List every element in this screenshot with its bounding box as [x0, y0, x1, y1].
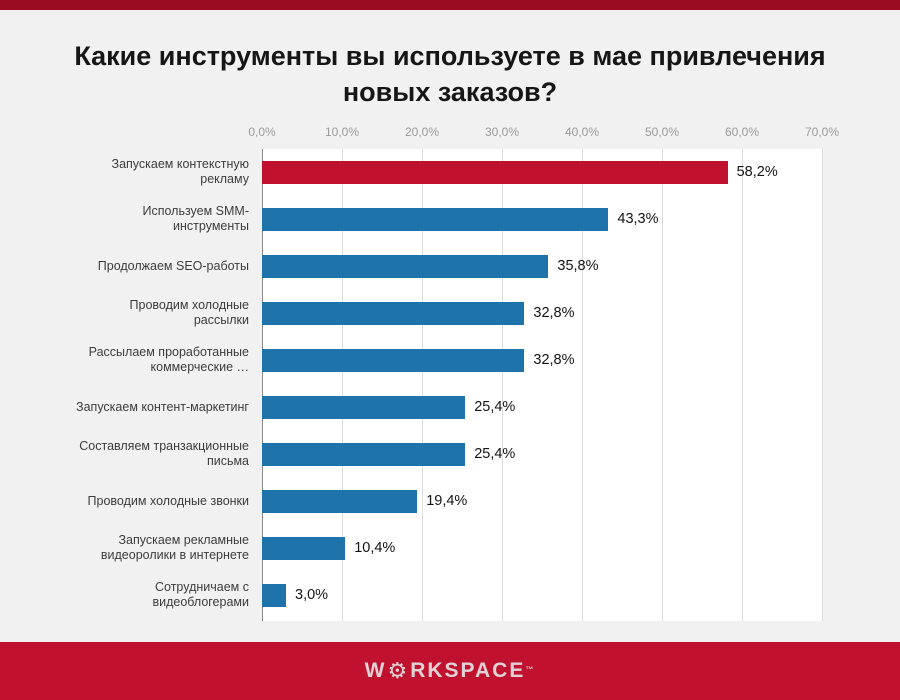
value-label: 10,4%: [354, 540, 396, 557]
footer: W ⚙ RKSPACE ™: [0, 642, 900, 700]
x-axis-tick: 50,0%: [644, 124, 680, 139]
gridline: [422, 148, 423, 621]
bar-row: Рассылаем проработанные коммерческие … 32…: [72, 337, 822, 384]
category-label: Проводим холодные рассылки: [129, 297, 249, 328]
gridline: [662, 148, 663, 621]
bar-row: Сотрудничаем с видеоблогерами 3,0%: [72, 572, 822, 619]
category-label: Продолжаем SEO-работы: [97, 258, 249, 273]
value-label: 58,2%: [736, 164, 778, 181]
bar-track: 25,4%: [262, 384, 822, 431]
category-label: Сотрудничаем с видеоблогерами: [152, 579, 249, 610]
bar-row: Запускаем рекламные видеоролики в интерн…: [72, 525, 822, 572]
bar: [262, 207, 609, 231]
gridline: [742, 148, 743, 621]
value-label: 32,8%: [533, 305, 575, 322]
gridline: [822, 148, 823, 621]
bar: [262, 301, 525, 325]
value-label: 43,3%: [617, 211, 659, 228]
logo-text-suffix: RKSPACE: [410, 659, 526, 682]
bar-row: Составляем транзакционные письма 25,4%: [72, 431, 822, 478]
category-label: Используем SMM-инструменты: [142, 203, 249, 234]
gridline: [502, 148, 503, 621]
bar-track: 32,8%: [262, 337, 822, 384]
category-label: Составляем транзакционные письма: [79, 438, 249, 469]
value-label: 19,4%: [426, 493, 468, 510]
gridline: [582, 148, 583, 621]
x-axis-tick: 60,0%: [724, 124, 760, 139]
value-label: 25,4%: [474, 399, 516, 416]
category-label: Проводим холодные звонки: [87, 493, 249, 508]
bar-track: 32,8%: [262, 290, 822, 337]
x-axis-tick: 0,0%: [248, 124, 276, 139]
category-label: Запускаем контент-маркетинг: [76, 399, 249, 414]
logo-text-prefix: W: [364, 659, 387, 682]
bar-row: Запускаем контент-маркетинг 25,4%: [72, 384, 822, 431]
x-axis-tick: 10,0%: [324, 124, 360, 139]
trademark: ™: [525, 665, 536, 674]
bar-track: 25,4%: [262, 431, 822, 478]
bar-track: 19,4%: [262, 478, 822, 525]
x-axis-tick: 70,0%: [804, 124, 840, 139]
bar-track: 3,0%: [262, 572, 822, 619]
chart-rows: Запускаем контекстную рекламу 58,2% Исполь…: [72, 149, 822, 619]
bar: [262, 489, 418, 513]
bar-row: Проводим холодные рассылки 32,8%: [72, 290, 822, 337]
bar-row: Проводим холодные звонки 19,4%: [72, 478, 822, 525]
bar: [262, 395, 466, 419]
category-label: Рассылаем проработанные коммерческие …: [88, 344, 249, 375]
bar: [262, 583, 286, 607]
bar: [262, 536, 346, 560]
bar: [262, 348, 525, 372]
bar-track: 43,3%: [262, 196, 822, 243]
gridline: [342, 148, 343, 621]
value-label: 25,4%: [474, 446, 516, 463]
bar: [262, 442, 466, 466]
bar: [262, 254, 549, 278]
value-label: 3,0%: [295, 587, 329, 604]
bar-row: Продолжаем SEO-работы 35,8%: [72, 243, 822, 290]
bar-track: 10,4%: [262, 525, 822, 572]
category-label: Запускаем контекстную рекламу: [111, 156, 249, 187]
x-axis-tick: 40,0%: [564, 124, 600, 139]
bar: [262, 160, 728, 184]
x-axis-tick: 30,0%: [484, 124, 520, 139]
bar-row: Запускаем контекстную рекламу 58,2%: [72, 149, 822, 196]
bar-track: 35,8%: [262, 243, 822, 290]
top-accent-strip: [0, 0, 900, 10]
bar-row: Используем SMM-инструменты 43,3%: [72, 196, 822, 243]
x-axis-ticks: 0,0% 10,0% 20,0% 30,0% 40,0% 50,0% 60,0% 70,0%: [248, 124, 839, 143]
value-label: 35,8%: [557, 258, 599, 275]
bar-track: 58,2%: [262, 149, 822, 196]
workspace-logo: W ⚙ RKSPACE ™: [365, 659, 536, 683]
gear-icon: ⚙: [387, 658, 410, 683]
bar-chart: 0,0% 10,0% 20,0% 30,0% 40,0% 50,0% 60,0% 70,0% …: [72, 124, 839, 637]
value-label: 32,8%: [533, 352, 575, 369]
x-axis-tick: 20,0%: [404, 124, 440, 139]
chart-title: Какие инструменты вы используете в мае п…: [74, 41, 826, 108]
category-label: Запускаем рекламные видеоролики в интерн…: [100, 532, 249, 563]
